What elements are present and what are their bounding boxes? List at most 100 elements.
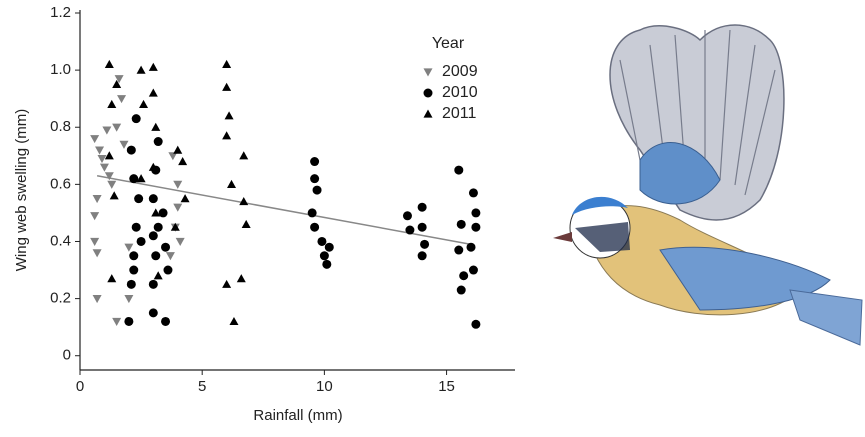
point bbox=[129, 265, 139, 275]
point bbox=[114, 75, 124, 84]
point bbox=[322, 259, 332, 269]
wing-feathers bbox=[619, 29, 776, 196]
eye-stripe bbox=[575, 222, 630, 252]
point bbox=[136, 174, 146, 183]
point bbox=[129, 251, 139, 261]
point bbox=[224, 111, 234, 120]
x-axis-label: Rainfall (mm) bbox=[253, 407, 342, 424]
point bbox=[468, 265, 478, 275]
point bbox=[222, 131, 232, 140]
point bbox=[456, 285, 466, 295]
point bbox=[148, 194, 158, 204]
point bbox=[131, 114, 141, 124]
point bbox=[471, 222, 481, 232]
point bbox=[139, 99, 149, 108]
point bbox=[317, 236, 327, 246]
point bbox=[310, 222, 320, 232]
point bbox=[153, 271, 163, 280]
point bbox=[126, 145, 136, 155]
point bbox=[459, 271, 469, 281]
point bbox=[402, 211, 412, 221]
point bbox=[104, 151, 114, 160]
bird-illustration bbox=[553, 24, 863, 346]
point bbox=[417, 251, 427, 261]
point bbox=[148, 162, 158, 171]
legend-marker bbox=[423, 109, 433, 118]
point bbox=[158, 208, 168, 218]
point bbox=[92, 195, 102, 204]
point bbox=[161, 316, 171, 326]
point bbox=[90, 135, 100, 144]
point bbox=[148, 88, 158, 97]
point bbox=[468, 188, 478, 198]
point bbox=[104, 172, 114, 181]
point bbox=[173, 180, 183, 189]
point bbox=[420, 239, 430, 249]
point bbox=[112, 317, 122, 326]
point bbox=[178, 157, 188, 166]
point bbox=[471, 319, 481, 329]
point bbox=[148, 308, 158, 318]
point bbox=[153, 137, 163, 147]
legend-label: 2009 bbox=[442, 63, 478, 80]
legend-marker bbox=[423, 88, 433, 98]
y-axis-label: Wing web swelling (mm) bbox=[13, 109, 30, 272]
point bbox=[165, 252, 175, 261]
x-tick-label: 10 bbox=[316, 378, 333, 395]
lower-wing bbox=[659, 246, 831, 311]
point bbox=[151, 208, 161, 217]
point bbox=[161, 242, 171, 252]
point bbox=[180, 194, 190, 203]
point bbox=[151, 251, 161, 261]
point bbox=[134, 194, 144, 204]
point bbox=[131, 222, 141, 232]
point bbox=[92, 295, 102, 304]
legend-label: 2010 bbox=[442, 84, 478, 101]
point bbox=[148, 279, 158, 289]
point bbox=[239, 196, 249, 206]
point bbox=[168, 152, 178, 161]
point bbox=[222, 59, 232, 69]
point bbox=[319, 251, 329, 261]
point bbox=[417, 222, 427, 232]
point bbox=[129, 174, 139, 184]
point bbox=[136, 236, 146, 246]
point bbox=[136, 65, 146, 74]
point bbox=[222, 82, 232, 91]
point bbox=[229, 316, 239, 326]
legend-label: 2011 bbox=[442, 105, 477, 122]
point bbox=[222, 279, 232, 288]
point bbox=[112, 79, 122, 88]
y-tick-label: 0.6 bbox=[50, 175, 71, 192]
point bbox=[170, 222, 180, 231]
point bbox=[102, 126, 112, 135]
point bbox=[124, 316, 134, 326]
point bbox=[454, 245, 464, 255]
legend-title: Year bbox=[432, 35, 465, 52]
point bbox=[104, 59, 114, 69]
point bbox=[466, 242, 476, 252]
point bbox=[107, 99, 117, 108]
point bbox=[90, 237, 100, 246]
point bbox=[151, 122, 161, 131]
point bbox=[175, 237, 185, 246]
point bbox=[173, 203, 183, 212]
point bbox=[241, 219, 251, 228]
point bbox=[324, 242, 334, 252]
point bbox=[312, 185, 322, 195]
point bbox=[99, 163, 109, 172]
point bbox=[163, 265, 173, 275]
y-tick-label: 1.2 bbox=[50, 4, 71, 21]
y-tick-label: 0.8 bbox=[50, 118, 71, 135]
crown bbox=[572, 196, 628, 215]
y-tick-label: 1.0 bbox=[50, 61, 71, 78]
point bbox=[173, 145, 183, 154]
point bbox=[126, 279, 136, 289]
point bbox=[456, 219, 466, 229]
wing-coverts bbox=[639, 142, 721, 205]
point bbox=[310, 157, 320, 167]
point bbox=[454, 165, 464, 175]
point bbox=[124, 243, 134, 252]
point bbox=[90, 212, 100, 221]
